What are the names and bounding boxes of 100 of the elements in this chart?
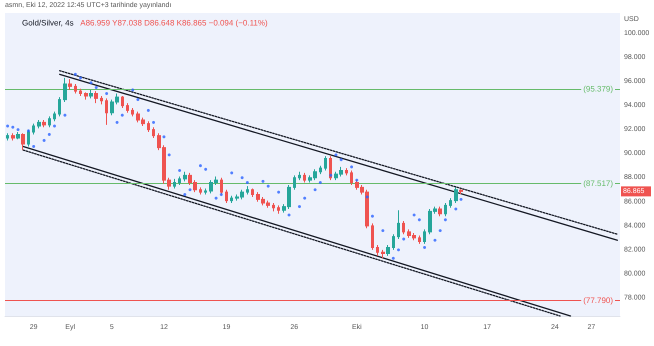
point [178,169,182,172]
candlestick [94,90,98,104]
point [6,124,10,128]
point [90,81,92,84]
point [444,218,447,222]
point [120,114,124,117]
point [314,188,317,192]
point [79,76,82,80]
candlestick [84,92,88,100]
point [53,124,56,128]
point [48,132,51,136]
point [204,168,208,171]
candlestick [147,120,150,133]
point [397,248,400,252]
point [198,164,202,168]
candlestick [402,220,405,235]
candlestick [21,132,25,151]
point [266,184,270,188]
candlestick [454,186,458,204]
candlestick [418,234,421,244]
candlestick [6,132,9,141]
candlestick [298,171,301,181]
candlestick [126,102,129,114]
candlestick [152,126,155,139]
point [168,153,171,156]
point [11,126,14,129]
candlestick [438,206,442,217]
point [63,114,66,117]
candlestick [386,244,390,256]
candlestick [173,178,176,190]
point [131,88,134,92]
point [188,188,192,192]
point [136,98,140,102]
candlestick [423,228,426,244]
point [303,196,306,200]
candlestick [350,170,353,186]
point [288,214,291,216]
candlestick [444,202,447,217]
candlestick [42,120,46,128]
candlestick [199,186,202,196]
candlestick [277,204,280,214]
candlestick [105,98,108,126]
candlestick [324,156,327,172]
point [16,128,20,132]
point [392,256,395,260]
candlestick [11,132,15,141]
candlestick [58,96,61,117]
candlestick [79,88,82,96]
point [146,108,150,112]
candlestick [376,244,379,256]
point [460,198,463,201]
ref-line-label: (95.379) [583,84,614,94]
candlestick [397,210,400,240]
candlestick [204,188,207,196]
point [418,218,421,222]
candlestick [225,189,228,204]
candlestick [272,202,275,212]
candlestick [345,168,348,176]
point [246,181,249,184]
point [74,72,77,76]
point [423,246,426,249]
point [220,193,223,196]
point [329,174,332,177]
candlestick [37,120,41,129]
point [298,205,301,208]
candlestick [381,249,385,259]
point [318,181,322,184]
point [240,176,244,180]
candlestick [27,129,30,147]
point [412,214,416,216]
candlestick [449,198,452,208]
candlestick [178,176,181,186]
point [105,92,108,96]
candlestick [16,132,20,140]
candlestick [131,107,134,117]
text: Gold/Silver, 4s [22,18,74,28]
point [277,190,280,194]
candlestick [220,177,223,196]
point [261,180,264,183]
candlestick [392,234,395,250]
point [26,129,30,132]
point [230,171,234,174]
candlestick [303,172,306,184]
candlestick [459,188,463,194]
ref-line-label: (77.790) [583,296,614,305]
ref-line-label: (87.517) [583,179,614,188]
point [183,193,186,196]
candlestick [89,89,93,99]
candlestick [183,171,187,182]
candlestick [246,186,249,196]
candlestick [100,95,103,105]
candlestick [251,188,254,198]
candlestick [293,174,296,190]
point [32,144,36,148]
point [454,207,458,210]
candlestick [53,111,56,122]
point [116,120,119,124]
candlestick [32,123,35,135]
point [402,238,406,241]
point [162,135,166,138]
